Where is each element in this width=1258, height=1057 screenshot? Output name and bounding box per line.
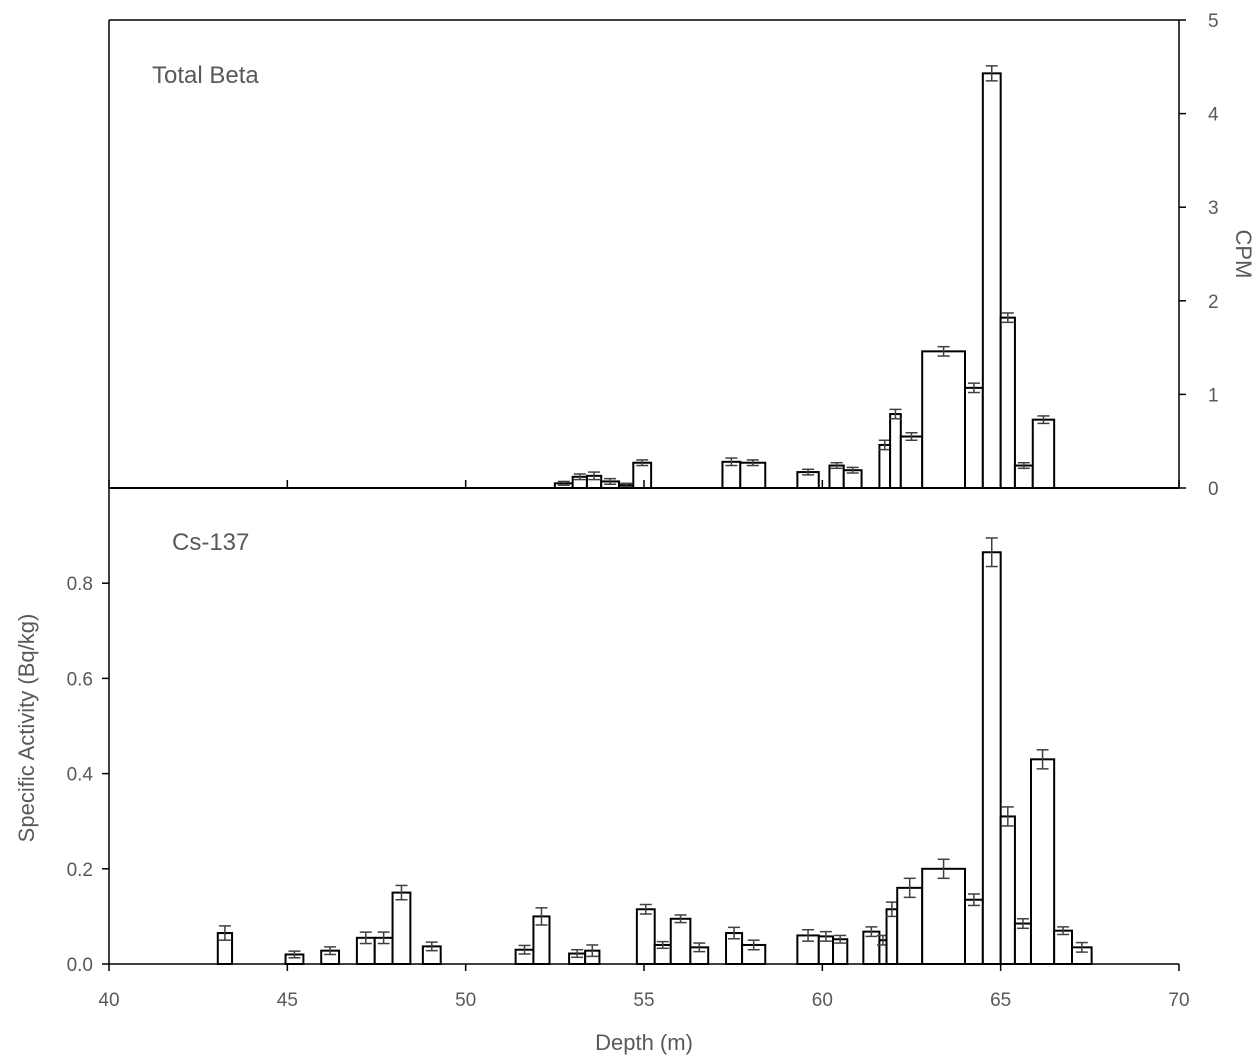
cs137-error-bar-22 xyxy=(885,901,898,918)
cs137-error-bar-27 xyxy=(1001,806,1014,827)
total-beta-bar-14 xyxy=(921,350,967,489)
specific-activity-axis-title: Specific Activity (Bq/kg) xyxy=(14,614,39,843)
activity-tick-label-0: 0.0 xyxy=(67,955,93,976)
cpm-tick-label-4: 4 xyxy=(1208,105,1219,126)
cs137-error-bar-25 xyxy=(967,893,980,907)
total-beta-error-bar-9 xyxy=(830,461,843,470)
cs137-error-bar-29 xyxy=(1036,749,1049,770)
cs137-error-bar-24 xyxy=(937,858,950,880)
total-beta-bar-17 xyxy=(999,316,1016,490)
cs137-error-bar-15 xyxy=(728,926,741,940)
depth-tick-label-3: 55 xyxy=(633,990,654,1011)
cs137-error-bar-14 xyxy=(693,942,706,953)
cs137-bar-24 xyxy=(921,867,967,965)
depth-tick-label-1: 45 xyxy=(277,990,298,1011)
total-beta-bar-13 xyxy=(899,435,924,489)
cs137-error-bar-5 xyxy=(395,884,408,901)
total-beta-error-bar-7 xyxy=(746,459,759,467)
cs137-error-bar-2 xyxy=(324,946,337,956)
cpm-axis-title: CPM xyxy=(1231,230,1256,279)
total-beta-bar-15 xyxy=(964,386,984,489)
cs137-error-bar-9 xyxy=(571,948,584,959)
total-beta-error-bar-14 xyxy=(937,345,950,357)
cs137-error-bar-6 xyxy=(425,941,438,952)
cs137-error-bar-10 xyxy=(586,944,599,958)
activity-tick-label-1: 0.2 xyxy=(67,860,93,881)
x-axis-title: Depth (m) xyxy=(595,1030,693,1055)
cs137-error-bar-18 xyxy=(819,930,832,942)
total-beta-error-bar-12 xyxy=(889,408,902,420)
depth-tick-label-0: 40 xyxy=(98,990,119,1011)
cs137-error-bar-31 xyxy=(1075,941,1088,953)
cs137-bar-26 xyxy=(981,551,1002,965)
total-beta-error-bar-2 xyxy=(588,471,601,481)
cs137-bar-27 xyxy=(999,815,1016,965)
cs137-bar-29 xyxy=(1029,758,1056,965)
cs137-error-bar-28 xyxy=(1016,918,1029,930)
activity-tick-label-2: 0.4 xyxy=(67,765,94,786)
total-beta-error-bar-3 xyxy=(604,477,617,486)
total-beta-error-bar-5 xyxy=(636,459,649,467)
total-beta-error-bar-15 xyxy=(967,382,980,394)
cs137-error-bar-20 xyxy=(865,926,878,938)
cs137-bar-28 xyxy=(1013,922,1032,965)
total-beta-error-bar-1 xyxy=(573,473,586,481)
cs137-error-bar-1 xyxy=(288,950,301,959)
cs137-error-bar-3 xyxy=(359,931,372,945)
cs137-error-bar-8 xyxy=(535,907,548,926)
cs137-error-bar-16 xyxy=(747,939,760,951)
cs137-error-bar-11 xyxy=(639,903,652,915)
cs137-bar-22 xyxy=(885,908,899,966)
total-beta-bar-7 xyxy=(739,461,767,489)
cs137-error-bar-4 xyxy=(377,931,390,945)
cs137-error-bar-7 xyxy=(518,944,531,955)
cs137-error-bar-12 xyxy=(656,940,669,950)
depth-tick-label-6: 70 xyxy=(1168,990,1189,1011)
cs137-title: Cs-137 xyxy=(172,529,249,556)
total-beta-error-bar-11 xyxy=(878,439,891,451)
total-beta-error-bar-18 xyxy=(1017,461,1030,470)
total-beta-error-bar-16 xyxy=(985,65,998,82)
activity-tick-label-4: 0.8 xyxy=(67,574,93,595)
cs137-bar-5 xyxy=(391,891,412,965)
total-beta-bar-16 xyxy=(981,72,1002,490)
cs137-bar-30 xyxy=(1053,929,1073,965)
cs137-error-bar-13 xyxy=(674,914,687,924)
cs137-error-bar-17 xyxy=(802,928,815,942)
total-beta-bar-12 xyxy=(889,413,902,489)
cs137-bar-13 xyxy=(669,917,692,966)
total-beta-error-bar-17 xyxy=(1001,312,1014,324)
total-beta-error-bar-10 xyxy=(846,466,859,474)
total-beta-error-bar-13 xyxy=(905,432,918,442)
cs137-panel xyxy=(216,537,1093,966)
cs137-error-bar-19 xyxy=(834,934,847,944)
cpm-tick-label-0: 0 xyxy=(1208,479,1219,500)
depth-tick-label-2: 50 xyxy=(455,990,476,1011)
cs137-bar-11 xyxy=(635,908,656,966)
total-beta-error-bar-0 xyxy=(557,480,570,486)
total-beta-error-bar-8 xyxy=(802,468,815,476)
cs137-error-bar-0 xyxy=(218,925,231,941)
cpm-tick-label-5: 5 xyxy=(1208,11,1219,32)
cs137-bar-23 xyxy=(896,886,924,966)
cs137-error-bar-30 xyxy=(1057,926,1070,936)
depth-tick-label-5: 65 xyxy=(990,990,1011,1011)
total-beta-error-bar-19 xyxy=(1037,415,1050,425)
cpm-tick-label-3: 3 xyxy=(1208,198,1219,219)
total-beta-title: Total Beta xyxy=(152,62,259,89)
cpm-tick-label-1: 1 xyxy=(1208,385,1219,406)
total-beta-panel xyxy=(553,65,1056,490)
total-beta-bar-11 xyxy=(878,443,892,489)
cs137-error-bar-26 xyxy=(985,537,998,568)
total-beta-error-bar-6 xyxy=(725,457,738,467)
cpm-tick-label-2: 2 xyxy=(1208,292,1219,313)
total-beta-bar-5 xyxy=(632,461,653,489)
cs137-bar-25 xyxy=(964,898,984,965)
total-beta-bar-19 xyxy=(1031,418,1056,489)
activity-tick-label-3: 0.6 xyxy=(67,669,93,690)
cs137-error-bar-23 xyxy=(903,877,916,899)
depth-tick-label-4: 60 xyxy=(812,990,833,1011)
